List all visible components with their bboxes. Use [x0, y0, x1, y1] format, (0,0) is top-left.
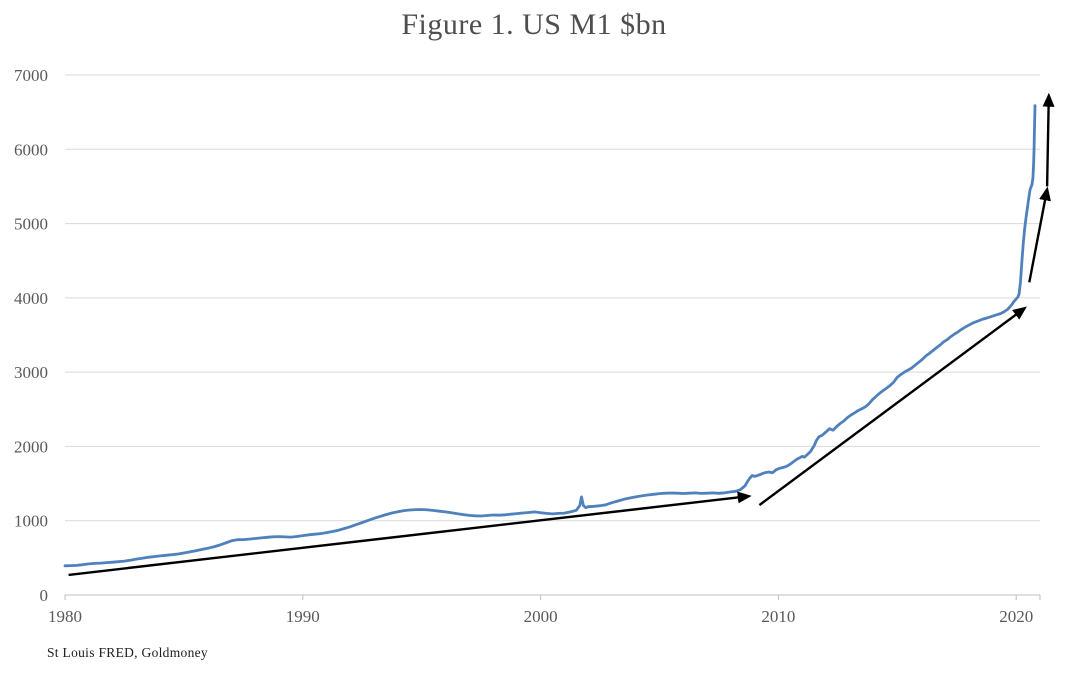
x-tick-label: 2010 [761, 607, 795, 626]
y-tick-label: 3000 [14, 363, 48, 382]
x-tick-label: 1980 [48, 607, 82, 626]
x-tick-labels-group: 1980 1990 2000 2010 2020 [48, 607, 1033, 626]
y-tick-labels-group: 0 1000 2000 3000 4000 5000 6000 7000 [14, 66, 48, 605]
y-tick-label: 6000 [14, 140, 48, 159]
axis-group [64, 594, 1041, 600]
trend-arrow [68, 491, 752, 577]
y-tick-label: 5000 [14, 215, 48, 234]
y-tick-label: 2000 [14, 437, 48, 456]
y-tick-label: 0 [40, 586, 49, 605]
y-tick-label: 7000 [14, 66, 48, 85]
chart-title: Figure 1. US M1 $bn [401, 8, 667, 41]
trend-arrow [758, 306, 1027, 507]
series-group [63, 104, 1037, 568]
y-tick-label: 1000 [14, 512, 48, 531]
annotations-group [68, 92, 1055, 577]
source-note: St Louis FRED, Goldmoney [47, 645, 208, 660]
trend-arrow [1028, 186, 1051, 283]
m1-series-line [63, 104, 1037, 568]
trend-arrow [1042, 92, 1055, 187]
y-tick-label: 4000 [14, 289, 48, 308]
x-tick-label: 2000 [524, 607, 558, 626]
x-tick-label: 1990 [286, 607, 320, 626]
gridlines-group [65, 74, 1040, 522]
x-tick-label: 2020 [999, 607, 1033, 626]
